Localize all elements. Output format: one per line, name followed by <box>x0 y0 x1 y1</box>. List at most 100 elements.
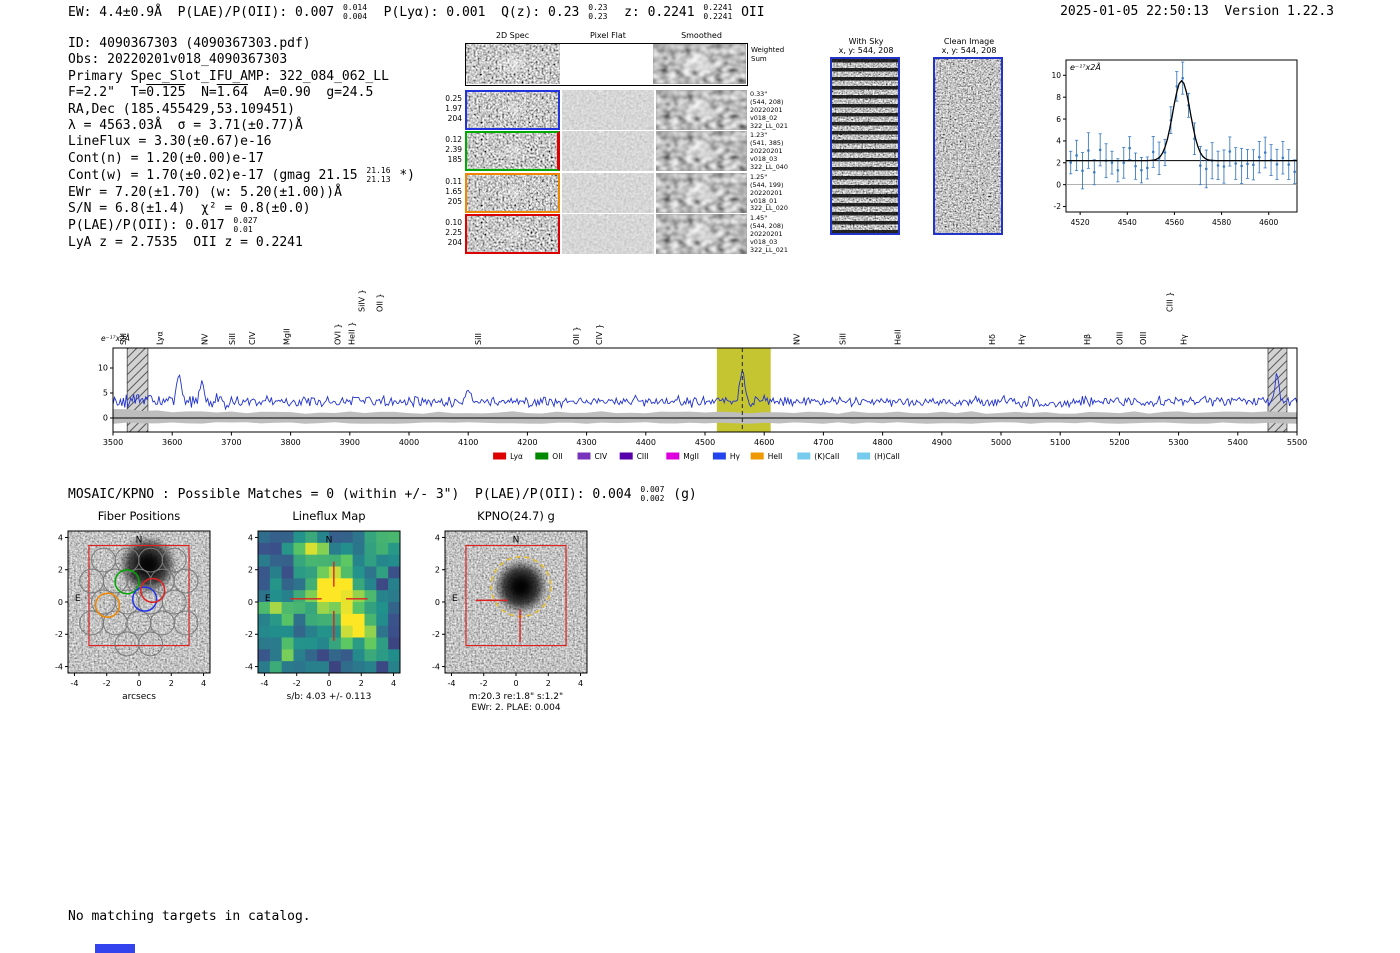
row-left-labels: 0.25 1.97 204 <box>445 94 462 123</box>
noise-image <box>467 216 558 253</box>
svg-text:8: 8 <box>1056 93 1061 102</box>
row-left-labels: 0.10 2.25 204 <box>445 218 462 248</box>
svg-text:SiII: SiII <box>474 333 483 345</box>
noise-image <box>656 90 747 130</box>
detection-info-block: ID: 4090367303 (4090367303.pdf) Obs: 202… <box>68 36 415 251</box>
svg-text:2: 2 <box>435 566 440 575</box>
lineflux-map-panel: N E -4 -2 0 2 4 4 2 0 -2 -4 s/b: 4.03 +/- 0.113 <box>245 530 401 702</box>
clean-image-coords: x, y: 544, 208 <box>941 46 997 55</box>
with-sky-title: With Sky <box>848 37 884 46</box>
noise-image <box>656 131 747 172</box>
highlighted-fiber <box>94 592 121 618</box>
info-line-lineflux: LineFlux = 3.30(±0.67)e-16 <box>68 134 272 150</box>
svg-text:4000: 4000 <box>399 438 419 447</box>
svg-text:4: 4 <box>1056 137 1061 146</box>
mosaic-kpno-header: MOSAIC/KPNO : Possible Matches = 0 (with… <box>68 485 697 503</box>
highlighted-fiber <box>140 577 166 604</box>
svg-text:-4: -4 <box>260 679 268 688</box>
svg-text:CIII }: CIII } <box>1166 292 1175 312</box>
svg-text:MgII: MgII <box>683 452 699 461</box>
svg-text:4: 4 <box>391 679 396 688</box>
crosshair <box>290 561 368 641</box>
svg-text:5: 5 <box>103 389 108 398</box>
svg-text:OIII: OIII <box>1115 332 1124 345</box>
svg-text:N: N <box>513 535 520 545</box>
svg-text:0: 0 <box>326 679 331 688</box>
svg-text:4300: 4300 <box>576 438 596 447</box>
svg-text:10: 10 <box>98 364 108 373</box>
svg-text:0: 0 <box>435 598 440 607</box>
svg-text:4520: 4520 <box>1071 218 1090 227</box>
svg-text:CIV: CIV <box>248 331 257 345</box>
svg-text:2: 2 <box>58 566 63 575</box>
ifu-extraction-box <box>465 544 567 647</box>
spec2d-cutout-image <box>465 90 560 130</box>
with-sky-coords: x, y: 544, 208 <box>838 46 894 55</box>
highlighted-fiber <box>131 586 158 612</box>
pixel-flat-image <box>562 131 654 172</box>
svg-text:-2: -2 <box>103 679 111 688</box>
timestamp-version: 2025-01-05 22:50:13 Version 1.22.3 <box>1060 4 1334 19</box>
svg-text:e⁻¹⁷x2Å: e⁻¹⁷x2Å <box>101 334 130 343</box>
info-line-cont-w: Cont(w) = 1.70(±0.02)e-17 (gmag 21.15 21… <box>68 166 415 184</box>
info-line-ifu: Primary Spec_Slot_IFU_AMP: 322_084_062_L… <box>68 68 389 84</box>
svg-text:OII }: OII } <box>572 326 581 345</box>
col-header-pixelflat: Pixel Flat <box>590 31 626 40</box>
svg-text:0: 0 <box>513 679 518 688</box>
svg-text:Lyα: Lyα <box>510 452 523 461</box>
noise-image <box>562 90 654 130</box>
weighted-sum-row <box>465 43 748 86</box>
smoothed-image <box>656 131 747 172</box>
svg-text:4: 4 <box>58 533 63 542</box>
kpno-title: KPNO(24.7) g <box>477 509 555 523</box>
svg-text:Lyα: Lyα <box>156 331 165 345</box>
svg-text:MgII: MgII <box>282 328 291 345</box>
svg-text:OIII: OIII <box>1139 332 1148 345</box>
col-header-smoothed: Smoothed <box>681 31 722 40</box>
weighted-smoothed-image <box>653 44 746 84</box>
svg-text:NV: NV <box>201 333 210 345</box>
svg-text:5100: 5100 <box>1050 438 1070 447</box>
col-header-2dspec: 2D Spec <box>495 31 530 40</box>
svg-text:10: 10 <box>1051 71 1061 80</box>
svg-text:-2: -2 <box>480 679 488 688</box>
svg-text:SiII: SiII <box>228 333 237 345</box>
weighted-sum-label: Weighted Sum <box>751 46 785 63</box>
noise-image <box>653 44 746 84</box>
svg-text:N: N <box>326 535 333 545</box>
svg-text:HeII: HeII <box>893 329 902 345</box>
noise-image <box>467 174 558 211</box>
spec2d-row: 0.12 2.39 185 1.23" (541, 385) 20220201 v018_0… <box>438 131 848 172</box>
svg-text:SiIV }: SiIV } <box>358 289 367 312</box>
svg-text:4: 4 <box>578 679 583 688</box>
svg-text:0: 0 <box>103 414 108 423</box>
svg-text:2: 2 <box>1056 158 1061 167</box>
sky-line-stripes <box>832 59 898 233</box>
noise-image <box>466 44 560 84</box>
fiber-circles <box>79 547 199 657</box>
weighted-blank <box>560 44 653 84</box>
svg-text:0: 0 <box>58 598 63 607</box>
pixel-flat-image <box>562 90 654 130</box>
svg-text:2: 2 <box>359 679 364 688</box>
smoothed-image <box>656 172 747 213</box>
svg-text:(H)CaII: (H)CaII <box>874 452 900 461</box>
full-spectrum-plot: 3500 3600 3700 3800 3900 4000 4100 4200 4300 4400… <box>98 289 1307 461</box>
svg-text:s/b: 4.03 +/- 0.113: s/b: 4.03 +/- 0.113 <box>287 692 372 702</box>
noise-image <box>656 214 747 255</box>
svg-text:e⁻¹⁷x2Å: e⁻¹⁷x2Å <box>1070 61 1101 72</box>
svg-text:HeII: HeII <box>768 452 783 461</box>
svg-text:-4: -4 <box>447 679 455 688</box>
svg-text:EWr: 2. PLAE: 0.004: EWr: 2. PLAE: 0.004 <box>471 703 560 713</box>
info-line-redshifts: LyA z = 2.7535 OII z = 0.2241 <box>68 234 303 250</box>
svg-text:-4: -4 <box>245 662 253 671</box>
bottom-artifact-bar <box>95 944 135 953</box>
info-line-seeing: F=2.2" T=0.125 N=1.64 A=0.90 g=24.5 <box>68 85 374 101</box>
svg-text:5200: 5200 <box>1109 438 1129 447</box>
pixel-flat-image <box>562 172 654 213</box>
row-right-labels: 1.23" (541, 385) 20220201 v018_03 322_LL_040 <box>750 131 788 172</box>
svg-text:CIV }: CIV } <box>595 324 604 345</box>
kpno-image-panel: N E -4 -2 0 2 4 4 2 0 -2 -4 m:20.3 re:1.8" s:1.2"EWr… <box>432 530 588 713</box>
svg-text:Hβ: Hβ <box>1083 334 1092 345</box>
